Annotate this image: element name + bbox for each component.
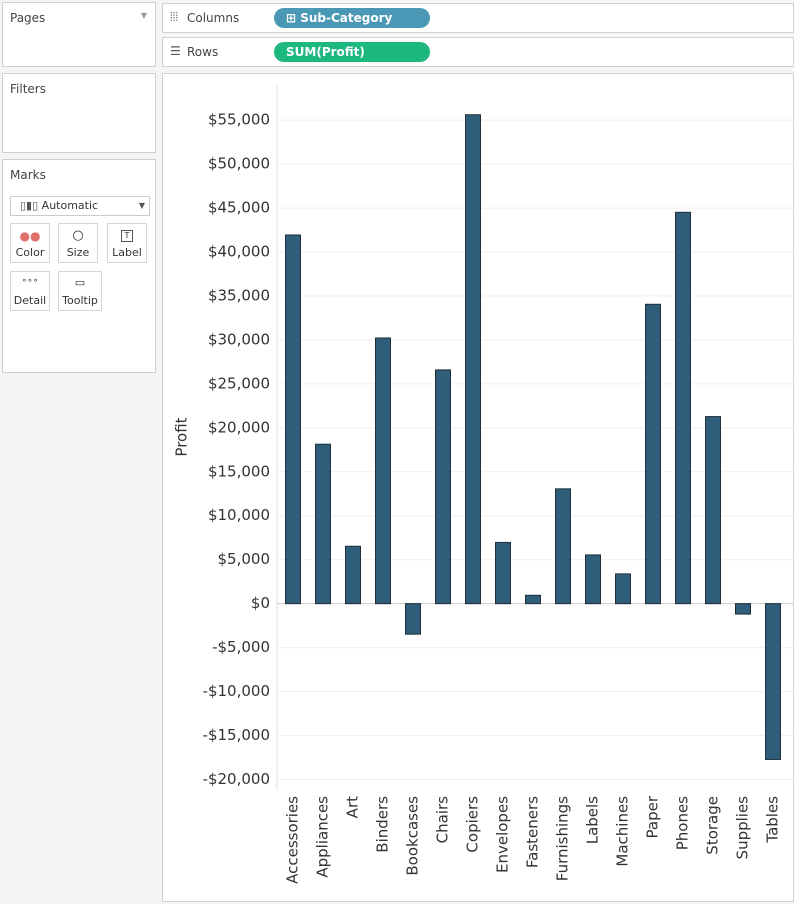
x-tick-label: Storage [704,796,722,855]
y-tick-label: -$20,000 [203,770,270,788]
pill-text: SUM(Profit) [286,45,365,59]
mark-type-dropdown[interactable]: ▯▮▯ Automatic ▼ [10,196,150,216]
bar [315,443,331,605]
filters-card: Filters [2,73,156,153]
y-tick-label: $30,000 [208,330,270,348]
x-tick-label: Art [344,796,362,818]
button-label: Label [112,246,142,259]
marks-title: Marks [10,168,46,182]
x-tick-label: Phones [674,796,692,850]
button-label: Detail [13,294,47,307]
x-tick-label: Tables [764,796,782,844]
x-tick-label: Bookcases [404,796,422,876]
x-tick-label: Machines [614,796,632,867]
bar [495,541,511,605]
bar [645,303,661,605]
label-button[interactable]: T Label [107,223,147,263]
x-tick-label: Binders [374,796,392,853]
bar [525,594,541,605]
rows-shelf: ☰ Rows SUM(Profit) [162,37,794,67]
y-tick-label: $45,000 [208,199,270,217]
bar [765,603,781,760]
bar [285,234,301,605]
mark-type: Automatic [41,199,99,212]
x-tick-label: Copiers [464,796,482,853]
x-tick-label: Appliances [314,796,332,878]
dropdown-arrow[interactable]: ▼ [140,11,147,20]
bar [555,488,571,605]
rows-pill[interactable]: SUM(Profit) [274,42,430,62]
y-tick-label: $5,000 [218,550,271,568]
bar [405,603,421,635]
y-tick-label: $55,000 [208,111,270,129]
pages-title: Pages [10,11,46,25]
filters-title: Filters [10,82,46,96]
x-tick-label: Envelopes [494,796,512,873]
x-tick-label: Chairs [434,796,452,844]
y-tick-label: $40,000 [208,243,270,261]
button-label: Size [66,246,90,259]
y-tick-label: $15,000 [208,462,270,480]
x-tick-label: Fasteners [524,796,542,868]
x-tick-label: Accessories [284,796,302,884]
x-tick-label: Labels [584,796,602,844]
y-tick-label: $0 [251,594,270,612]
y-tick-label: $50,000 [208,155,270,173]
bar [585,554,601,605]
marks-card: Marks ▯▮▯ Automatic ▼ ●● Color ○ Size T Lab… [2,159,156,373]
bar [465,114,481,605]
button-label: Tooltip [62,294,98,307]
bar [435,369,451,605]
y-tick-label: $25,000 [208,374,270,392]
y-tick-label: $35,000 [208,286,270,304]
bar [345,545,361,605]
x-tick-label: Paper [644,795,662,838]
x-tick-label: Supplies [734,796,752,860]
pill-text: Sub-Category [300,11,393,25]
bar [375,337,391,605]
size-button[interactable]: ○ Size [58,223,98,263]
bar [615,573,631,605]
columns-label: Columns [187,11,240,25]
button-label: Color [15,246,45,259]
pages-card: Pages ▼ [2,2,156,67]
y-tick-label: -$15,000 [203,726,270,744]
tooltip-button[interactable]: ▭ Tooltip [58,271,102,311]
y-tick-label: $10,000 [208,506,270,524]
x-tick-label: Furnishings [554,796,572,881]
y-axis-title: Profit [173,417,191,456]
y-tick-label: -$10,000 [203,682,270,700]
rows-label: Rows [187,45,219,59]
detail-button[interactable]: ∘∘∘ Detail [10,271,50,311]
columns-shelf: ⦙⦙⦙ Columns ⊞ Sub-Category [162,3,794,33]
color-button[interactable]: ●● Color [10,223,50,263]
bar [675,211,691,605]
y-tick-label: -$5,000 [212,638,270,656]
bar [735,603,751,615]
bar [705,416,721,605]
columns-pill[interactable]: ⊞ Sub-Category [274,8,430,28]
chart: Profit -$20,000 -$15,000 -$10,000 -$5,000 $0… [162,73,794,902]
y-tick-label: $20,000 [208,418,270,436]
